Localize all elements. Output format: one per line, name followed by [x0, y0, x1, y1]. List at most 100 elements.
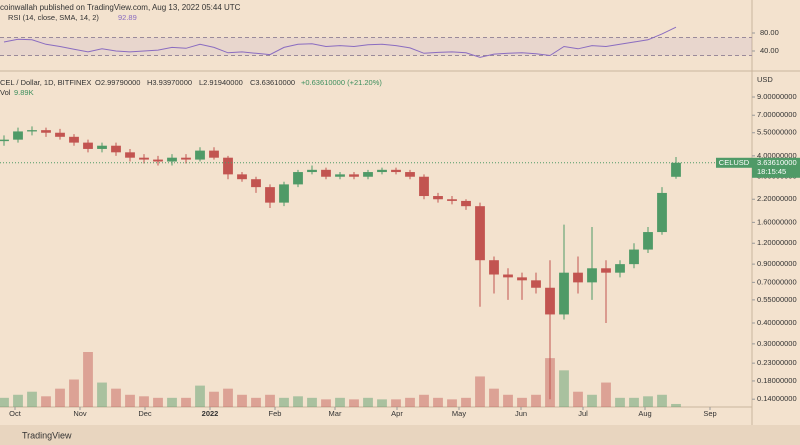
volume-bar — [657, 394, 667, 407]
y-tick-label: 5.50000000 — [757, 128, 797, 137]
volume-bar — [293, 396, 303, 407]
volume-bar — [237, 394, 247, 407]
legend-vol: 9.89K — [14, 88, 34, 97]
candle-body — [503, 274, 513, 278]
volume-bar — [195, 385, 205, 407]
y-tick-label: 0.55000000 — [757, 295, 797, 304]
y-tick-label: 0.90000000 — [757, 259, 797, 268]
volume-bar — [559, 370, 569, 407]
x-tick-label: May — [452, 409, 466, 418]
legend-high: H3.93970000 — [147, 78, 192, 87]
candle-body — [433, 196, 443, 200]
candle-body — [587, 268, 597, 283]
volume-bar — [181, 397, 191, 407]
volume-bar — [461, 397, 471, 407]
candle-body — [195, 150, 205, 160]
candle-body — [629, 249, 639, 265]
candle-body — [559, 272, 569, 315]
y-tick-label: 0.14000000 — [757, 394, 797, 403]
x-tick-label: Feb — [269, 409, 282, 418]
volume-bar — [391, 399, 401, 407]
candle-body — [13, 131, 23, 140]
y-tick-label: 0.23000000 — [757, 358, 797, 367]
candle-body — [475, 206, 485, 261]
candle-body — [405, 172, 415, 177]
legend-change: +0.63610000 (+21.20%) — [301, 78, 382, 87]
candle-body — [139, 157, 149, 160]
rsi-title: RSI (14, close, SMA, 14, 2) — [8, 13, 99, 22]
volume-bar — [279, 397, 289, 407]
candle-body — [41, 130, 51, 133]
candle-body — [419, 176, 429, 197]
volume-bar — [475, 376, 485, 407]
header: coinwallah published on TradingView.com,… — [0, 3, 241, 12]
volume-bar — [125, 394, 135, 407]
legend-low: L2.91940000 — [199, 78, 243, 87]
legend-close: C3.63610000 — [250, 78, 295, 87]
x-tick-label: Oct — [9, 409, 22, 418]
candle-body — [265, 187, 275, 203]
volume-bar — [167, 397, 177, 407]
candle-body — [55, 132, 65, 137]
volume-bar — [209, 391, 219, 407]
x-tick-label: Mar — [329, 409, 342, 418]
volume-bar — [405, 397, 415, 407]
x-tick-label: 2022 — [202, 409, 219, 418]
volume-bar — [251, 397, 261, 407]
volume-bar — [0, 397, 9, 407]
price-tag-price: 3.63610000 — [757, 158, 797, 167]
candle-body — [643, 232, 653, 250]
x-tick-label: Sep — [703, 409, 716, 418]
volume-bar — [69, 379, 79, 407]
candle-body — [615, 264, 625, 273]
price-tag-box — [752, 157, 800, 178]
candle-body — [461, 200, 471, 207]
volume-bar — [321, 399, 331, 407]
volume-bar — [601, 382, 611, 407]
y-tick-label: 0.40000000 — [757, 318, 797, 327]
volume-bar — [433, 397, 443, 407]
candle-body — [111, 145, 121, 153]
volume-bar — [27, 391, 37, 407]
candle-body — [293, 172, 303, 185]
y-tick-label: 1.20000000 — [757, 238, 797, 247]
volume-bar — [573, 391, 583, 407]
y-tick-label: 4.00000000 — [757, 151, 797, 160]
volume-bar — [629, 397, 639, 407]
volume-bar — [349, 399, 359, 407]
rsi-tick-label: 80.00 — [760, 28, 779, 37]
volume-bar — [153, 397, 163, 407]
volume-bar — [335, 397, 345, 407]
rsi-tick-label: 40.00 — [760, 46, 779, 55]
candle-body — [363, 172, 373, 177]
candle-body — [573, 272, 583, 283]
y-tick-label: 7.00000000 — [757, 110, 797, 119]
candle-body — [601, 268, 611, 273]
candle-body — [321, 169, 331, 177]
x-tick-label: Jul — [578, 409, 588, 418]
candle-body — [531, 280, 541, 288]
candle-body — [209, 150, 219, 158]
candle-body — [335, 174, 345, 177]
candle-body — [237, 174, 247, 180]
y-tick-label: 0.18000000 — [757, 376, 797, 385]
candle-body — [377, 169, 387, 173]
y-tick-label: 0.70000000 — [757, 277, 797, 286]
volume-bar — [97, 382, 107, 407]
y-tick-label: 1.60000000 — [757, 217, 797, 226]
volume-bar — [447, 399, 457, 407]
volume-bar — [55, 388, 65, 407]
footer-band — [0, 425, 800, 445]
rsi-band — [0, 37, 752, 56]
volume-bar — [587, 394, 597, 407]
price-tag-countdown: 18:15:45 — [757, 167, 786, 176]
price-tag-symbol: CELUSD — [719, 158, 750, 167]
candle-body — [153, 159, 163, 162]
x-tick-label: Nov — [73, 409, 87, 418]
currency: USD — [757, 75, 773, 84]
volume-bar — [419, 394, 429, 407]
volume-bar — [307, 397, 317, 407]
volume-bar — [139, 396, 149, 407]
candle-body — [251, 179, 261, 188]
volume-bar — [489, 388, 499, 407]
